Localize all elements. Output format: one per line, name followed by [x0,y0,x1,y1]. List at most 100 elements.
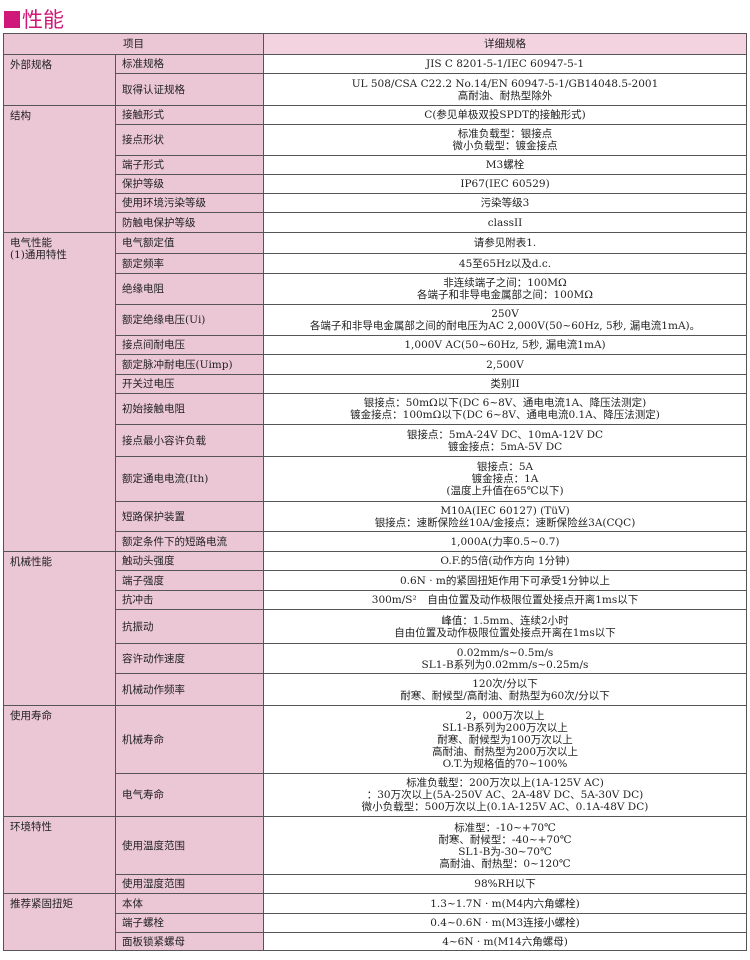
item-label: 初始接触电阻 [115,393,264,425]
detail-line: 镀金接点：100mΩ以下(DC 6~8V、通电电流0.1A、降压法测定) [350,409,660,421]
detail-line: 峰值：1.5mm、连续2小时 [441,614,569,627]
table-row: 面板锁紧螺母 4~6N · m(M14六角螺母) [4,932,747,951]
table-row: 抗振动 峰值：1.5mm、连续2小时 自由位置及动作极限位置处接点开离在1ms以下 [4,609,747,644]
item-label: 接点形状 [115,124,264,156]
detail-cell: UL 508/CSA C22.2 No.14/EN 60947-5-1/GB14… [263,73,747,106]
detail-cell: 银接点：5mA-24V DC、10mA-12V DC 镀金接点：5mA-5V DC [263,424,747,457]
table-row: 端子形式 M3螺栓 [4,155,747,175]
item-label: 额定频率 [115,253,264,274]
performance-spec-table: 项目 详细规格 外部规格 标准规格 JIS C 8201-5-1/IEC 60947… [3,33,747,951]
detail-cell: 1,000A(力率0.5~0.7) [263,531,747,552]
detail-line: 0.4~0.6N · m(M3连接小螺栓) [430,917,580,929]
detail-line: 1,000A(力率0.5~0.7) [450,535,560,548]
detail-line: 120次/分以下 [472,677,538,690]
header-detail: 详细规格 [263,33,747,55]
detail-cell: 污染等级3 [263,193,747,213]
table-row: 额定绝缘电压(Ui) 250V 各端子和非导电金属部之间的耐电压为AC 2,000V… [4,304,747,336]
group-label-line: 结构 [10,110,31,122]
item-label: 端子螺栓 [115,913,264,933]
detail-line: SL1-B系列为200万次以上 [442,721,568,734]
table-row: 抗冲击 300m/S² 自由位置及动作极限位置处接点开离1ms以下 [4,590,747,610]
table-row: 使用环境污染等级 污染等级3 [4,193,747,213]
detail-line: 请参见附表1. [473,237,537,249]
detail-line: 高耐油、耐热型：0~120℃ [439,857,571,870]
table-row: 环境特性 使用温度范围 标准型：-10~+70℃ 耐寒、耐候型：-40~+70℃ SL1… [3,816,747,894]
item-label: 使用温度范围 [115,816,264,875]
detail-line: 银接点：5A [476,461,534,473]
item-label: 电气寿命 [115,773,264,817]
table-row: 端子强度 0.6N · m的紧固扭矩作用下可承受1分钟以上 [4,570,747,591]
detail-line: O.T.为规格值的70~100% [442,757,568,770]
item-label: 接点间耐电压 [115,335,264,355]
detail-line: O.F.的5倍(动作方向 1分钟) [440,555,570,567]
detail-cell: 4~6N · m(M14六角螺母) [263,932,747,951]
detail-line: 高耐油、耐热型为200万次以上 [431,745,579,758]
detail-line: 45至65Hz以及d.c. [458,257,552,270]
detail-line: UL 508/CSA C22.2 No.14/EN 60947-5-1/GB14… [351,77,659,90]
item-label: 抗振动 [115,609,264,644]
table-row: 容许动作速度 0.02mm/s~0.5m/s SL1-B系列为0.02mm/s~0.… [4,643,747,674]
table-row: 开关过电压 类别II [4,374,747,394]
table-row: 防触电保护等级 classII [4,212,747,233]
item-label: 接点最小容许负载 [115,424,264,457]
table-row: 绝缘电阻 非连续端子之间：100MΩ 各端子和非导电金属部之间：100MΩ [4,273,747,305]
item-label: 接触形式 [115,105,264,125]
detail-line: 1.3~1.7N · m(M4内六角螺栓) [430,897,580,910]
detail-cell: IP67(IEC 60529) [263,174,747,194]
detail-cell: classII [263,212,747,233]
detail-cell: 银接点：5A 镀金接点：1A (温度上升值在65℃以下) [263,456,747,502]
item-label: 电气额定值 [115,232,264,254]
detail-line: 98%RH以下 [474,878,536,890]
detail-cell: JIS C 8201-5-1/IEC 60947-5-1 [263,54,747,74]
detail-cell: 45至65Hz以及d.c. [263,253,747,274]
table-row: 接点形状 标准负载型：银接点 微小负载型：镀金接点 [4,124,747,156]
item-label: 机械动作频率 [115,673,264,706]
detail-line: 微小负载型：500万次以上(0.1A-125V AC、0.1A-48V DC) [361,801,649,813]
detail-line: IP67(IEC 60529) [460,178,550,190]
item-label: 短路保护装置 [115,501,264,532]
group-label: 使用寿命 [3,705,116,817]
detail-line: 高耐油、耐热型除外 [457,89,553,102]
detail-line: 类别II [490,378,520,390]
detail-line: 镀金接点：5mA-5V DC [447,440,563,453]
group-label-line: 机械性能 [10,556,52,568]
item-label: 额定条件下的短路电流 [115,531,264,552]
group-label-line: 外部规格 [10,59,52,71]
item-label: 使用湿度范围 [115,874,264,894]
table-row: 端子螺栓 0.4~0.6N · m(M3连接小螺栓) [4,913,747,933]
item-label: 额定绝缘电压(Ui) [115,304,264,336]
table-header-row: 项目 详细规格 [3,33,747,55]
detail-line: 0.6N · m的紧固扭矩作用下可承受1分钟以上 [399,574,611,587]
detail-cell: C(参见单极双投SPDT的接触形式) [263,105,747,125]
table-row: 使用寿命 机械寿命 2，000万次以上 SL1-B系列为200万次以上 耐寒、耐候型为1… [3,705,747,817]
detail-cell: 250V 各端子和非导电金属部之间的耐电压为AC 2,000V(50~60Hz, … [263,304,747,336]
detail-line: M10A(IEC 60127) (TüV) [440,504,570,517]
detail-line: 银接点：5mA-24V DC、10mA-12V DC [406,428,604,441]
table-row: 外部规格 标准规格 JIS C 8201-5-1/IEC 60947-5-1 [3,54,747,106]
detail-cell: O.F.的5倍(动作方向 1分钟) [263,551,747,571]
table-row: 机械性能 触动头强度 O.F.的5倍(动作方向 1分钟) [3,551,747,706]
table-row: 电气寿命 标准负载型：200万次以上(1A-125V AC) ：30万次以上(5A-… [4,773,747,817]
detail-cell: 类别II [263,374,747,394]
detail-line: 4~6N · m(M14六角螺母) [442,935,568,948]
table-row: 初始接触电阻 银接点：50mΩ以下(DC 6~8V、通电电流1A、降压法测定) 镀金… [4,393,747,425]
group-label-line: 使用寿命 [10,710,52,722]
group-label-line: 环境特性 [10,821,52,833]
group-label: 推荐紧固扭矩 [3,893,116,951]
table-row: 额定通电电流(Ith) 银接点：5A 镀金接点：1A (温度上升值在65℃以下) [4,456,747,502]
detail-cell: 银接点：50mΩ以下(DC 6~8V、通电电流1A、降压法测定) 镀金接点：100… [263,393,747,425]
detail-line: 污染等级3 [480,197,530,209]
detail-cell: M3螺栓 [263,155,747,175]
detail-line: 自由位置及动作极限位置处接点开离在1ms以下 [394,626,616,639]
detail-line: 300m/S² 自由位置及动作极限位置处接点开离1ms以下 [371,594,639,606]
detail-cell: 120次/分以下 耐寒、耐候型/高耐油、耐热型为60次/分以下 [263,673,747,706]
group-label: 外部规格 [3,54,116,106]
detail-line: 银接点：速断保险丝10A/金接点：速断保险丝3A(CQC) [374,516,636,529]
item-label: 开关过电压 [115,374,264,394]
table-row: 短路保护装置 M10A(IEC 60127) (TüV) 银接点：速断保险丝10A/… [4,501,747,532]
item-label: 触动头强度 [115,551,264,571]
detail-line: M3螺栓 [485,159,525,171]
detail-line: 0.02mm/s~0.5m/s [456,646,554,659]
detail-line: classII [487,216,523,229]
detail-cell: 标准型：-10~+70℃ 耐寒、耐候型：-40~+70℃ SL1-B为-30~70℃… [263,816,747,875]
